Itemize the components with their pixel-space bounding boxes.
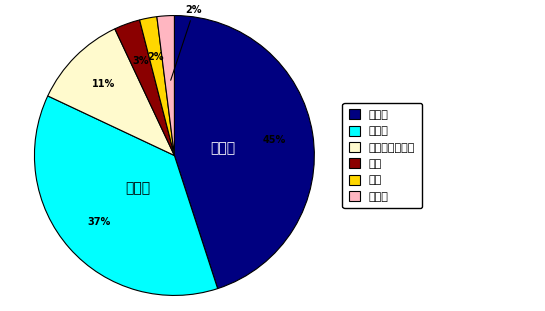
Text: 生ごみ: 生ごみ [210,141,235,155]
Wedge shape [174,16,314,289]
Text: 3%: 3% [132,56,149,66]
Text: 2%: 2% [171,5,202,80]
Legend: 生ごみ, 紙ごみ, プラスチック類, 木類, 繊維, 不燃物: 生ごみ, 紙ごみ, プラスチック類, 木類, 繊維, 不燃物 [342,103,422,208]
Wedge shape [48,29,174,156]
Wedge shape [140,17,174,156]
Wedge shape [157,16,174,156]
Wedge shape [115,20,174,156]
Text: 紙ごみ: 紙ごみ [125,181,150,195]
Text: 11%: 11% [92,79,115,89]
Text: 2%: 2% [147,52,164,62]
Wedge shape [34,96,217,295]
Text: 37%: 37% [87,217,111,227]
Text: 45%: 45% [262,135,286,145]
